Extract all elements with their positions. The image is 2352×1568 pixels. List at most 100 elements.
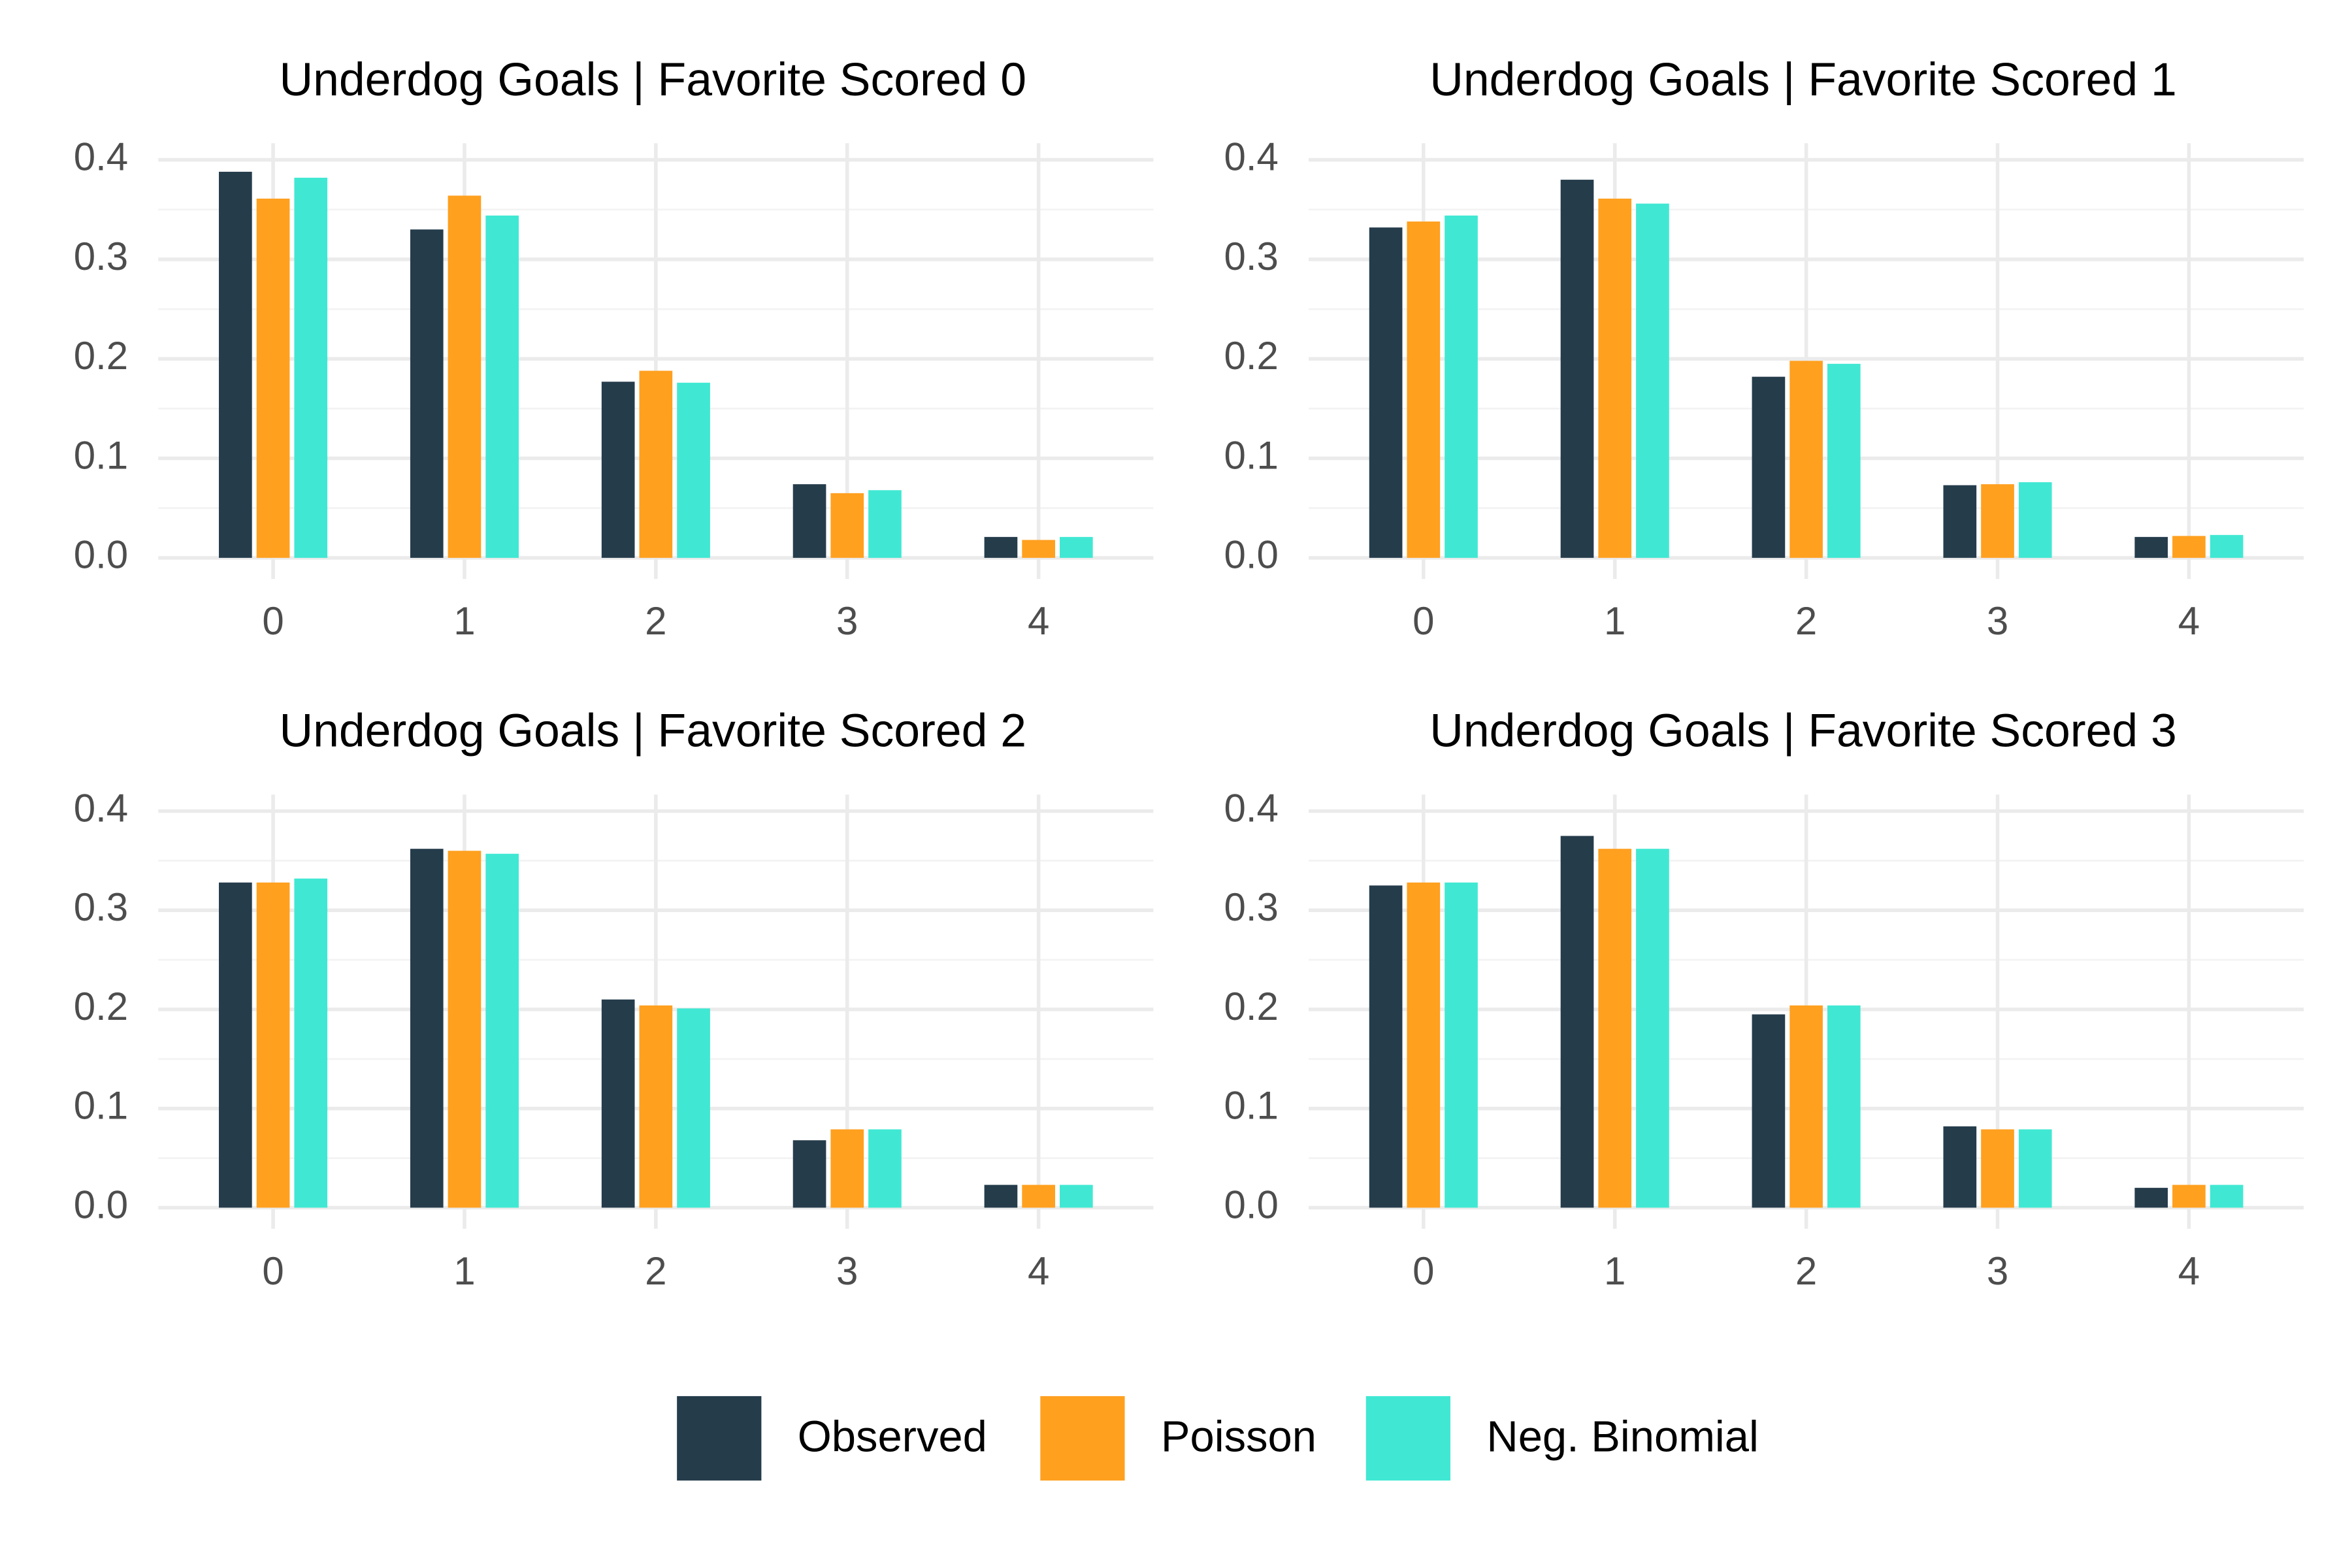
y-tick-label: 0.0 — [1224, 533, 1279, 577]
legend-label: Poisson — [1161, 1413, 1316, 1462]
bar — [792, 1140, 826, 1208]
bar — [1060, 536, 1093, 558]
y-tick-label: 0.2 — [1224, 985, 1279, 1028]
bar — [1789, 1005, 1823, 1208]
chart-title: Underdog Goals | Favorite Scored 3 — [1429, 705, 2177, 757]
bar — [1789, 361, 1823, 558]
x-tick-label: 4 — [1028, 599, 1049, 643]
bar — [2172, 1184, 2206, 1208]
legend-swatch — [1040, 1396, 1125, 1481]
panel: 0.0 0.1 0.2 0.3 0.4 0 1 2 3 4 Underdog Goals | Fav… — [74, 705, 1154, 1293]
y-tick-label: 0.4 — [74, 786, 128, 830]
y-tick-label: 0.1 — [1224, 1084, 1279, 1128]
x-tick-label: 0 — [262, 599, 284, 643]
bar — [830, 493, 864, 558]
bar — [410, 849, 444, 1208]
bar — [1981, 484, 2014, 558]
bar — [1445, 882, 1478, 1208]
bar — [677, 382, 710, 558]
bar — [1369, 885, 1403, 1208]
bar — [256, 882, 290, 1208]
y-tick-label: 0.0 — [74, 1183, 128, 1226]
bar — [2210, 534, 2244, 558]
x-tick-label: 4 — [2178, 599, 2200, 643]
bar — [1827, 1005, 1861, 1208]
x-tick-label: 2 — [645, 1249, 666, 1293]
bar — [639, 1005, 673, 1208]
y-tick-label: 0.3 — [1224, 885, 1279, 929]
bar — [2134, 1188, 2168, 1208]
bar — [639, 370, 673, 558]
y-tick-label: 0.2 — [74, 985, 128, 1028]
bar — [1943, 485, 1977, 558]
bar — [1022, 540, 1055, 558]
bar — [1598, 849, 1632, 1208]
y-tick-label: 0.4 — [1224, 786, 1279, 830]
panel: 0.0 0.1 0.2 0.3 0.4 0 1 2 3 4 Underdog Goals | Fav… — [1224, 705, 2304, 1293]
bar — [410, 229, 444, 558]
y-tick-label: 0.3 — [74, 235, 128, 278]
bar — [984, 536, 1018, 558]
bar — [1752, 1014, 1786, 1208]
y-tick-label: 0.3 — [1224, 235, 1279, 278]
bar — [1369, 227, 1403, 558]
bar — [830, 1129, 864, 1208]
y-tick-label: 0.3 — [74, 885, 128, 929]
y-tick-label: 0.1 — [1224, 433, 1279, 477]
bar — [1636, 203, 1669, 558]
x-tick-label: 4 — [2178, 1249, 2200, 1293]
x-tick-label: 2 — [645, 599, 666, 643]
bar — [1636, 849, 1669, 1208]
bar — [1407, 882, 1441, 1208]
x-tick-label: 3 — [1987, 1249, 2008, 1293]
bar — [2018, 482, 2052, 558]
bar — [601, 382, 635, 558]
panel: 0.0 0.1 0.2 0.3 0.4 0 1 2 3 4 Underdog Goals | Fav… — [1224, 54, 2304, 643]
bar — [1560, 836, 1594, 1208]
bar — [2172, 536, 2206, 558]
legend-label: Observed — [798, 1413, 987, 1462]
bar — [1560, 180, 1594, 558]
bar — [256, 199, 290, 558]
x-tick-label: 3 — [1987, 599, 2008, 643]
chart-title: Underdog Goals | Favorite Scored 1 — [1429, 54, 2177, 106]
x-tick-label: 1 — [453, 599, 475, 643]
x-tick-label: 1 — [1604, 1249, 1625, 1293]
chart-title: Underdog Goals | Favorite Scored 2 — [279, 705, 1026, 757]
bar — [677, 1008, 710, 1208]
bar — [601, 999, 635, 1208]
bar — [2134, 536, 2168, 558]
bar — [485, 215, 519, 558]
bar — [448, 195, 482, 558]
x-tick-label: 2 — [1795, 1249, 1817, 1293]
y-tick-label: 0.4 — [1224, 135, 1279, 178]
x-tick-label: 3 — [836, 1249, 858, 1293]
bar — [294, 878, 328, 1208]
bar — [2018, 1129, 2052, 1208]
bar — [1445, 215, 1478, 558]
bar — [1752, 376, 1786, 558]
x-tick-label: 0 — [262, 1249, 284, 1293]
y-tick-label: 0.2 — [74, 334, 128, 378]
bar — [868, 1129, 902, 1208]
y-tick-label: 0.4 — [74, 135, 128, 178]
legend-label: Neg. Binomial — [1486, 1413, 1759, 1462]
y-tick-label: 0.1 — [74, 433, 128, 477]
chart-title: Underdog Goals | Favorite Scored 0 — [279, 54, 1026, 106]
x-tick-label: 3 — [836, 599, 858, 643]
y-tick-label: 0.0 — [74, 533, 128, 577]
y-tick-label: 0.1 — [74, 1084, 128, 1128]
bar — [868, 490, 902, 558]
bar — [1981, 1129, 2014, 1208]
bar — [1407, 221, 1441, 558]
bar — [1598, 199, 1632, 558]
legend: Observed Poisson Neg. Binomial — [677, 1396, 1759, 1481]
x-tick-label: 2 — [1795, 599, 1817, 643]
bar — [1827, 363, 1861, 558]
bar — [294, 178, 328, 558]
bar — [1943, 1126, 1977, 1208]
x-tick-label: 0 — [1413, 599, 1434, 643]
bar — [1022, 1184, 1055, 1208]
x-tick-label: 1 — [453, 1249, 475, 1293]
